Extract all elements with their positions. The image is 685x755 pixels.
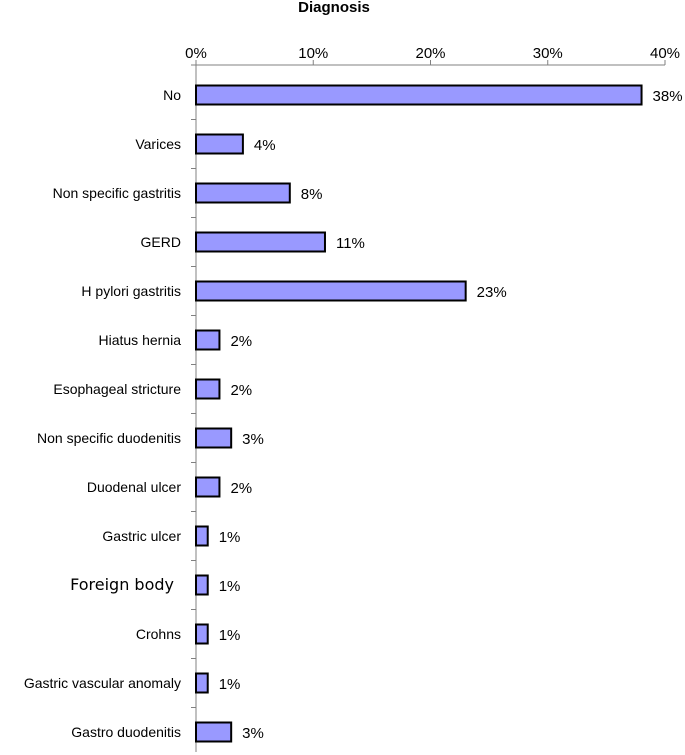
x-tick-label: 20% [415,45,445,62]
data-label: 1% [219,627,241,644]
category-label: No [163,87,181,103]
category-label: Non specific gastritis [53,185,181,201]
category-label: Gastric vascular anomaly [24,675,181,691]
data-label: 38% [653,88,683,105]
data-labels: 38% 4% 8% 11% 23% 2% 2% 3% 2% 1% 1% 1% 1% 3% [219,88,683,742]
category-label: Esophageal stricture [53,381,181,397]
bar [195,231,326,253]
data-label: 4% [254,137,276,154]
y-axis [191,64,197,752]
category-labels: No Varices Non specific gastritis GERD H pyl… [24,87,182,740]
category-label: Non specific duodenitis [37,430,181,446]
bar [195,378,221,400]
data-label: 11% [336,235,365,252]
bar [195,574,209,596]
category-label: Gastric ulcer [102,528,181,544]
data-label: 2% [230,480,252,497]
x-tick-label: 10% [298,45,328,62]
bar [195,525,209,547]
category-label: Foreign body [70,575,174,594]
bar [195,476,221,498]
bar [195,672,209,694]
category-label: Gastro duodenitis [71,724,181,740]
x-tick-label: 0% [185,45,207,62]
bar [195,182,291,204]
bar [195,623,209,645]
bar [195,721,233,743]
data-label: 8% [301,186,323,203]
data-label: 1% [219,529,241,546]
chart-title: Diagnosis [298,0,370,16]
bars [195,84,643,743]
data-label: 3% [242,431,264,448]
category-label: Duodenal ulcer [87,479,182,495]
x-axis: 0% 10% 20% 30% 40% [185,45,680,66]
x-tick-label: 30% [533,45,563,62]
data-label: 1% [219,578,241,595]
category-label: GERD [141,234,181,250]
data-label: 1% [219,676,241,693]
bar [195,133,244,155]
bar [195,84,643,106]
category-label: H pylori gastritis [81,283,181,299]
bar [195,329,221,351]
data-label: 3% [242,725,264,742]
x-tick-label: 40% [650,45,680,62]
category-label: Crohns [136,626,181,642]
data-label: 2% [230,333,252,350]
bar [195,427,233,449]
data-label: 2% [230,382,252,399]
data-label: 23% [477,284,507,301]
category-label: Varices [135,136,181,152]
category-label: Hiatus hernia [99,332,182,348]
bar [195,280,467,302]
